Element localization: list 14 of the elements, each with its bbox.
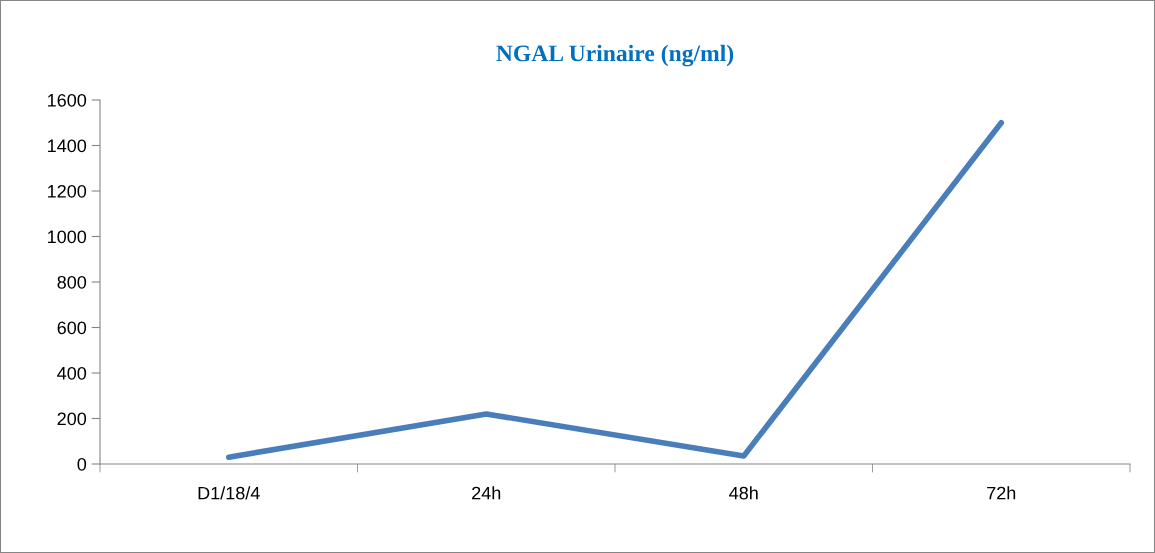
x-tick-label: D1/18/4 — [198, 486, 260, 500]
x-tick-label: 24h — [472, 486, 501, 500]
x-tick-label: 48h — [729, 486, 758, 500]
y-tick-label: 1400 — [48, 139, 87, 153]
x-tick-label: 72h — [987, 486, 1016, 500]
y-tick-label: 800 — [57, 275, 87, 289]
y-tick-label: 1200 — [48, 184, 87, 198]
y-tick-label: 1600 — [48, 93, 87, 107]
chart-title: NGAL Urinaire (ng/ml) — [496, 44, 734, 67]
y-tick-label: 600 — [57, 321, 87, 335]
y-tick-label: 0 — [77, 457, 87, 471]
y-tick-label: 200 — [57, 412, 87, 426]
y-tick-label: 400 — [57, 366, 87, 380]
y-tick-label: 1000 — [48, 230, 87, 244]
